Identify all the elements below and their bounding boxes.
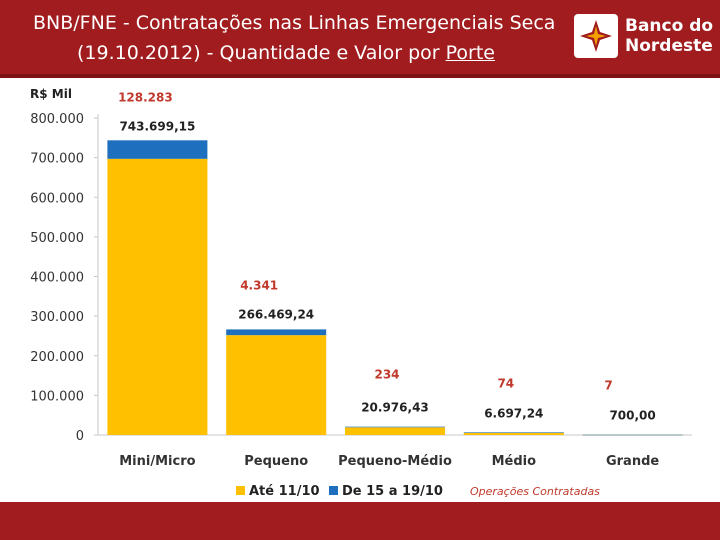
x-tick-label: Grande	[606, 454, 659, 469]
operations-count-label: 128.283	[118, 90, 173, 104]
bar-ate-11-10	[226, 335, 327, 435]
slide-title-line-2: (19.10.2012) - Quantidade e Valor por Po…	[77, 42, 495, 64]
y-tick-label: 600.000	[30, 191, 84, 206]
logo-text-line-1: Banco do	[625, 16, 714, 36]
bar-ate-11-10	[107, 158, 208, 435]
legend-swatch-2	[329, 486, 338, 495]
y-tick-label: 100.000	[30, 389, 84, 404]
total-value-label: 700,00	[609, 409, 655, 423]
footer-bar	[0, 502, 720, 540]
slide-title-underlined-word: Porte	[445, 42, 495, 64]
bank-logo-icon	[574, 14, 618, 58]
y-tick-label: 0	[76, 429, 84, 444]
y-tick-label: 400.000	[30, 271, 84, 286]
operations-count-label: 74	[497, 376, 514, 390]
y-tick-label: 200.000	[30, 350, 84, 365]
bar-de-15-a-19-10	[582, 434, 683, 436]
bar-ate-11-10	[345, 427, 445, 435]
total-value-label: 266.469,24	[238, 307, 314, 321]
slide-title-line-1: BNB/FNE - Contratações nas Linhas Emerge…	[33, 12, 556, 34]
bar-ate-11-10	[463, 432, 564, 435]
x-tick-label: Mini/Micro	[119, 454, 195, 469]
bar-chart: 0 100.000 200.000 300.000 400.000 500.000 600.…	[30, 90, 692, 469]
total-value-label: 20.976,43	[361, 401, 429, 415]
legend-label-1: Até 11/10	[249, 484, 320, 499]
bar-de-15-a-19-10	[226, 329, 327, 336]
legend-swatch-1	[236, 486, 245, 495]
y-tick-label: 700.000	[30, 152, 84, 167]
y-tick-label: 300.000	[30, 310, 84, 325]
bar-de-15-a-19-10	[345, 426, 445, 428]
legend-label-2: De 15 a 19/10	[342, 484, 443, 499]
x-tick-label: Médio	[492, 454, 537, 469]
slide-title-line-2-text: (19.10.2012) - Quantidade e Valor por	[77, 42, 446, 64]
y-axis-label: R$ Mil	[30, 87, 72, 101]
operations-count-label: 4.341	[240, 278, 278, 292]
operations-note: Operações Contratadas	[470, 485, 600, 498]
total-value-label: 6.697,24	[484, 406, 543, 420]
legend-item-2: De 15 a 19/10	[329, 484, 443, 499]
bar-de-15-a-19-10	[107, 140, 208, 159]
legend-item-1: Até 11/10	[236, 484, 320, 499]
operations-count-label: 234	[374, 368, 399, 382]
logo-text-line-2: Nordeste	[625, 36, 713, 56]
total-value-label: 743.699,15	[119, 119, 195, 133]
x-tick-label: Pequeno	[244, 454, 308, 469]
y-tick-label: 800.000	[30, 112, 84, 127]
header-shade	[0, 74, 720, 78]
y-tick-label: 500.000	[30, 231, 84, 246]
operations-count-label: 7	[604, 379, 612, 393]
bar-de-15-a-19-10	[463, 432, 564, 433]
x-tick-label: Pequeno-Médio	[338, 454, 452, 469]
